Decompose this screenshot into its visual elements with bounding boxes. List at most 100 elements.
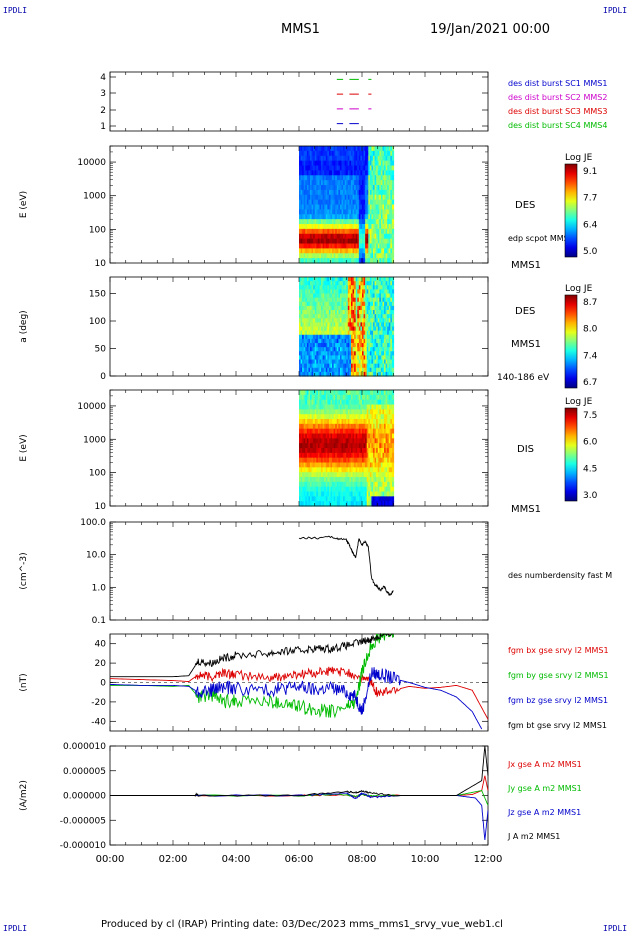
spectrogram-cell	[325, 238, 328, 245]
spectrogram-cell	[357, 467, 360, 473]
spectrogram-cell	[379, 277, 382, 282]
spectrogram-cell	[376, 318, 379, 323]
spectrogram-cell	[384, 491, 387, 497]
spectrogram-cell	[310, 330, 313, 336]
spectrogram-cell	[316, 326, 319, 332]
spectrogram-cell	[338, 238, 341, 245]
spectrogram-cell	[306, 399, 310, 406]
spectrogram-cell	[321, 180, 324, 186]
spectrogram-cell	[347, 423, 350, 430]
spectrogram-cell	[385, 233, 388, 240]
spectrogram-cell	[350, 285, 354, 290]
spectrogram-cell	[330, 501, 333, 507]
spectrogram-cell	[327, 301, 330, 307]
spectrogram-cell	[332, 277, 335, 282]
spectrogram-cell	[332, 258, 335, 264]
spectrogram-cell	[347, 194, 350, 201]
spectrogram-cell	[346, 452, 349, 459]
spectrogram-cell	[341, 371, 344, 377]
spectrogram-cell	[321, 334, 324, 340]
spectrogram-cell	[316, 277, 319, 282]
spectrogram-cell	[373, 253, 376, 259]
spectrogram-cell	[302, 243, 305, 249]
spectrogram-cell	[303, 390, 306, 396]
spectrogram-cell	[377, 253, 380, 259]
spectrogram-cell	[306, 438, 310, 444]
spectrogram-cell	[335, 289, 338, 295]
spectrogram-cell	[344, 448, 347, 454]
spectrogram-cell	[377, 486, 380, 493]
spectrogram-cell	[388, 404, 391, 410]
spectrogram-cell	[341, 243, 344, 249]
spectrogram-cell	[344, 491, 347, 497]
spectrogram-cell	[387, 394, 390, 401]
spectrogram-cell	[369, 334, 373, 340]
spectrogram-cell	[322, 452, 325, 459]
spectrogram-cell	[313, 501, 316, 507]
current-jx-line	[110, 775, 489, 798]
spectrogram-cell	[338, 414, 341, 420]
spectrogram-cell	[344, 462, 347, 468]
spectrogram-cell	[328, 477, 332, 483]
spectrogram-cell	[391, 334, 395, 340]
spectrogram-cell	[365, 150, 368, 157]
spectrogram-cell	[322, 253, 325, 259]
spectrogram-cell	[377, 281, 380, 286]
spectrogram-cell	[303, 433, 306, 439]
spectrogram-cell	[322, 462, 325, 468]
spectrogram-cell	[314, 351, 317, 356]
spectrogram-cell	[335, 394, 338, 401]
spectrogram-cell	[380, 486, 384, 493]
spectrogram-cell	[390, 467, 393, 473]
spectrogram-cell	[387, 199, 390, 206]
spectrogram-cell	[308, 343, 311, 348]
spectrogram-cell	[362, 409, 365, 415]
spectrogram-cell	[347, 371, 350, 377]
spectrogram-cell	[302, 457, 305, 464]
spectrogram-cell	[350, 433, 354, 439]
spectrogram-cell	[310, 155, 313, 162]
spectrogram-cell	[387, 347, 390, 352]
spectrogram-cell	[350, 194, 354, 201]
spectrogram-cell	[382, 146, 385, 152]
spectrogram-cell	[305, 501, 308, 507]
des-pitch-energy-range: 140-186 eV	[497, 373, 550, 383]
spectrogram-cell	[310, 281, 313, 286]
spectrogram-cell	[350, 491, 354, 497]
spectrogram-cell	[365, 394, 368, 401]
spectrogram-cell	[322, 199, 325, 206]
spectrogram-cell	[310, 277, 313, 282]
spectrogram-cell	[336, 165, 339, 171]
spectrogram-cell	[314, 277, 317, 282]
spectrogram-cell	[302, 248, 305, 254]
spectrogram-cell	[344, 185, 347, 191]
spectrogram-cell	[374, 146, 377, 152]
spectrogram-cell	[343, 175, 346, 181]
spectrogram-cell	[325, 258, 328, 264]
spectrogram-cell	[380, 462, 384, 468]
des-pitch-colorbar-tick-label: 8.0	[583, 325, 598, 335]
spectrogram-cell	[336, 285, 339, 290]
spectrogram-cell	[371, 155, 374, 162]
spectrogram-cell	[355, 433, 358, 439]
spectrogram-cell	[355, 248, 358, 254]
spectrogram-cell	[306, 404, 310, 410]
spectrogram-cell	[357, 433, 360, 439]
spectrogram-cell	[333, 238, 336, 245]
spectrogram-cell	[300, 390, 303, 396]
spectrogram-cell	[313, 165, 316, 171]
spectrogram-cell	[332, 367, 335, 373]
spectrogram-cell	[373, 233, 376, 240]
spectrogram-cell	[324, 175, 327, 181]
spectrogram-cell	[365, 194, 368, 201]
spectrogram-cell	[313, 355, 316, 361]
spectrogram-cell	[314, 419, 317, 425]
spectrogram-cell	[311, 428, 314, 435]
spectrogram-cell	[308, 491, 311, 497]
spectrogram-cell	[330, 165, 333, 171]
spectrogram-cell	[325, 314, 328, 319]
spectrogram-cell	[366, 438, 369, 444]
spectrogram-cell	[333, 258, 336, 264]
spectrogram-cell	[313, 486, 316, 493]
spectrogram-cell	[390, 253, 393, 259]
